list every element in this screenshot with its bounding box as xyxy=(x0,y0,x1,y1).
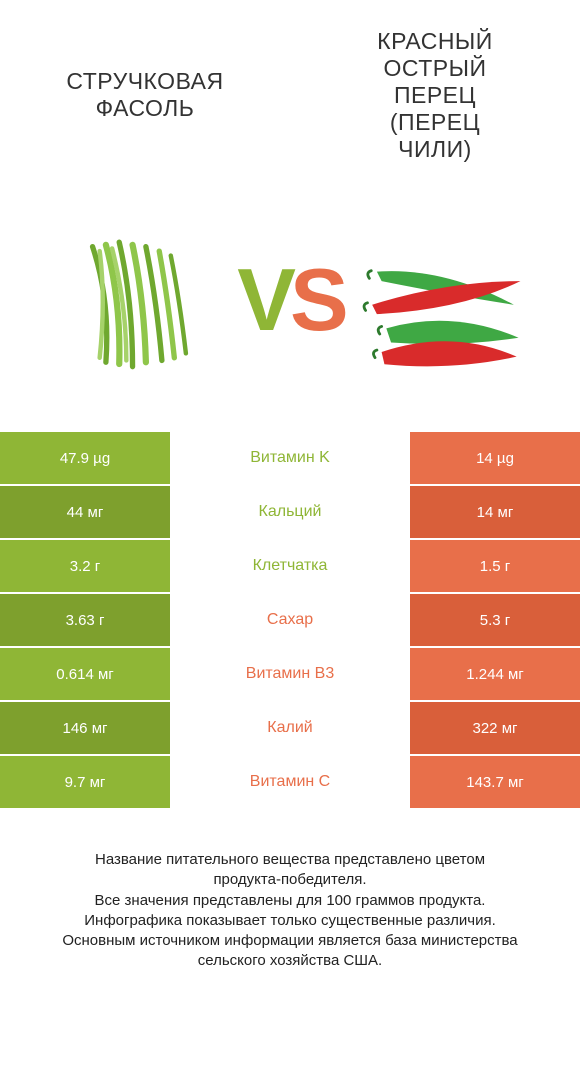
nutrient-name: Калий xyxy=(170,702,410,754)
nutrient-name: Витамин B3 xyxy=(170,648,410,700)
right-value: 14 µg xyxy=(410,432,580,484)
table-row: 0.614 мгВитамин B31.244 мг xyxy=(0,648,580,702)
left-value: 3.63 г xyxy=(0,594,170,646)
footer-line: сельского хозяйства США. xyxy=(30,951,550,971)
table-row: 146 мгКалий322 мг xyxy=(0,702,580,756)
right-product-image xyxy=(353,210,533,390)
nutrient-name: Клетчатка xyxy=(170,540,410,592)
title-line: КРАСНЫЙ xyxy=(310,28,560,55)
footer-line: Название питательного вещества представл… xyxy=(30,850,550,870)
title-line: ФАСОЛЬ xyxy=(20,95,270,122)
title-line: ОСТРЫЙ xyxy=(310,55,560,82)
left-value: 9.7 мг xyxy=(0,756,170,808)
right-value: 14 мг xyxy=(410,486,580,538)
green-beans-icon xyxy=(57,220,217,380)
vs-s: S xyxy=(290,249,343,351)
right-value: 143.7 мг xyxy=(410,756,580,808)
comparison-table: 47.9 µgВитамин K14 µg44 мгКальций14 мг3.… xyxy=(0,430,580,810)
chili-pepper-icon xyxy=(358,215,528,385)
right-value: 1.5 г xyxy=(410,540,580,592)
title-line: ЧИЛИ) xyxy=(310,136,560,163)
title-line: (ПЕРЕЦ xyxy=(310,109,560,136)
footer-line: Основным источником информации является … xyxy=(30,931,550,951)
right-value: 1.244 мг xyxy=(410,648,580,700)
nutrient-name: Витамин C xyxy=(170,756,410,808)
title-line: ПЕРЕЦ xyxy=(310,82,560,109)
footer-line: продукта-победителя. xyxy=(30,870,550,890)
right-title: КРАСНЫЙОСТРЫЙПЕРЕЦ(ПЕРЕЦЧИЛИ) xyxy=(290,28,580,163)
footer-note: Название питательного вещества представл… xyxy=(0,810,580,972)
table-row: 3.2 гКлетчатка1.5 г xyxy=(0,540,580,594)
nutrient-name: Кальций xyxy=(170,486,410,538)
vs-v: V xyxy=(237,249,290,351)
left-value: 47.9 µg xyxy=(0,432,170,484)
footer-line: Инфографика показывает только существенн… xyxy=(30,911,550,931)
left-value: 146 мг xyxy=(0,702,170,754)
table-row: 3.63 гСахар5.3 г xyxy=(0,594,580,648)
left-value: 44 мг xyxy=(0,486,170,538)
table-row: 9.7 мгВитамин C143.7 мг xyxy=(0,756,580,810)
title-line: СТРУЧКОВАЯ xyxy=(20,68,270,95)
right-value: 322 мг xyxy=(410,702,580,754)
left-value: 3.2 г xyxy=(0,540,170,592)
table-row: 47.9 µgВитамин K14 µg xyxy=(0,432,580,486)
footer-line: Все значения представлены для 100 граммо… xyxy=(30,891,550,911)
left-product-image xyxy=(47,210,227,390)
left-title: СТРУЧКОВАЯФАСОЛЬ xyxy=(0,68,290,122)
table-row: 44 мгКальций14 мг xyxy=(0,486,580,540)
left-value: 0.614 мг xyxy=(0,648,170,700)
right-value: 5.3 г xyxy=(410,594,580,646)
nutrient-name: Витамин K xyxy=(170,432,410,484)
nutrient-name: Сахар xyxy=(170,594,410,646)
images-row: VS xyxy=(0,190,580,410)
titles-row: СТРУЧКОВАЯФАСОЛЬ КРАСНЫЙОСТРЫЙПЕРЕЦ(ПЕРЕ… xyxy=(0,0,580,190)
vs-label: VS xyxy=(237,249,342,351)
